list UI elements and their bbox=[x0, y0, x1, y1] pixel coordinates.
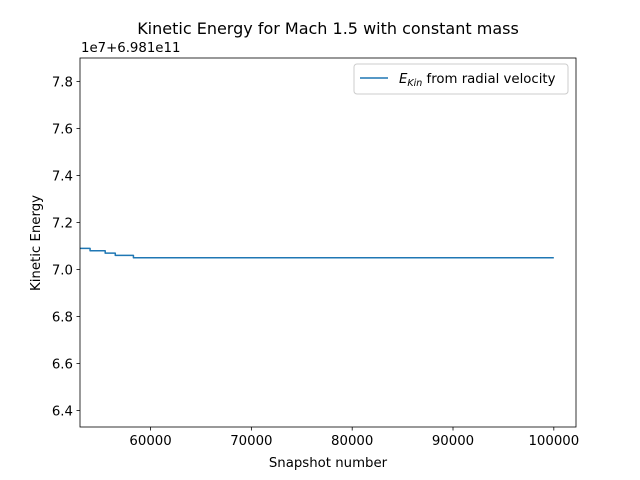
axes: 60000 70000 80000 90000 100000 6.4 6.6 6.8 7.0 7.… bbox=[52, 57, 579, 449]
plot-area bbox=[80, 247, 554, 259]
axes-frame bbox=[79, 57, 577, 428]
legend-entry-label: EKin from radial velocity bbox=[399, 72, 556, 89]
x-axis-label: Snapshot number bbox=[269, 456, 388, 471]
x-tick-label: 80000 bbox=[331, 434, 373, 449]
series-line-0 bbox=[80, 247, 554, 259]
legend: EKin from radial velocity bbox=[353, 63, 569, 95]
x-tick-label: 70000 bbox=[230, 434, 272, 449]
legend-e-symbol: E bbox=[399, 72, 408, 87]
y-tick-label: 6.6 bbox=[52, 357, 73, 372]
y-offset-text: 1e7+6.981e11 bbox=[81, 41, 180, 56]
y-tick-label: 6.4 bbox=[52, 404, 73, 419]
y-tick-label: 6.8 bbox=[52, 310, 73, 325]
y-tick-label: 7.2 bbox=[52, 216, 73, 231]
chart-title: Kinetic Energy for Mach 1.5 with constan… bbox=[137, 19, 519, 38]
y-tick-label: 7.0 bbox=[52, 263, 73, 278]
y-axis-label: Kinetic Energy bbox=[29, 195, 44, 291]
y-tick-label: 7.8 bbox=[52, 75, 73, 90]
legend-kin-subscript: Kin bbox=[407, 78, 422, 89]
legend-box bbox=[353, 63, 569, 95]
y-tick-label: 7.6 bbox=[52, 122, 73, 137]
x-tick-label: 60000 bbox=[129, 434, 171, 449]
x-tick-label: 100000 bbox=[528, 434, 579, 449]
y-tick-label: 7.4 bbox=[52, 169, 73, 184]
x-tick-label: 90000 bbox=[432, 434, 474, 449]
legend-description: from radial velocity bbox=[422, 72, 555, 87]
